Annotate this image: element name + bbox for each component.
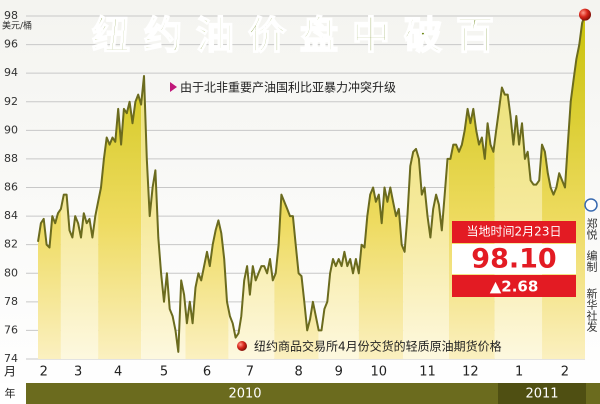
y-unit: 美元/桶 xyxy=(2,20,32,32)
chart-title: 纽约油价盘中破百 xyxy=(92,14,508,58)
year-bar xyxy=(0,383,600,404)
y-tick-label: 90 xyxy=(4,123,18,136)
x-tick-label: 5 xyxy=(160,365,168,380)
y-tick-label: 88 xyxy=(4,152,18,165)
y-tick-label: 82 xyxy=(4,238,18,251)
x-tick-label: 8 xyxy=(294,365,302,380)
callout-change: ▲2.68 xyxy=(490,278,539,296)
y-tick-label: 94 xyxy=(4,66,18,79)
y-tick-label: 98 xyxy=(4,9,18,22)
x-tick-label: 6 xyxy=(203,365,211,380)
year-axis-label-bg xyxy=(0,383,26,404)
x-tick-label: 9 xyxy=(335,365,343,380)
price-line xyxy=(37,14,586,353)
x-tick-label: 3 xyxy=(74,365,82,380)
year-label: 2010 xyxy=(228,387,261,402)
y-tick-label: 86 xyxy=(4,181,18,194)
legend-marker xyxy=(237,341,247,351)
y-tick-label: 76 xyxy=(4,323,18,336)
x-tick-label: 12 xyxy=(462,365,479,380)
annotation: 由于北非重要产油国利比亚暴力冲突升级 xyxy=(180,80,396,95)
y-tick-label: 74 xyxy=(4,352,18,365)
x-axis-label: 月 xyxy=(4,365,16,379)
year-bar-2011 xyxy=(498,383,586,404)
legend-label: 纽约商品交易所4月份交货的轻质原油期货价格 xyxy=(254,339,502,354)
year-axis-label: 年 xyxy=(5,386,16,400)
x-tick-label: 11 xyxy=(419,365,436,380)
y-tick-label: 80 xyxy=(4,266,18,279)
x-tick-label: 1 xyxy=(515,365,523,380)
callout-price-bg xyxy=(452,244,576,274)
y-tick-label: 84 xyxy=(4,209,18,222)
x-tick-label: 2 xyxy=(40,365,48,380)
callout-price: 98.10 xyxy=(471,244,556,275)
x-tick-label: 4 xyxy=(114,365,122,380)
last-point xyxy=(579,8,591,21)
year-label: 2011 xyxy=(525,387,558,402)
callout-change-bg xyxy=(452,275,576,297)
x-tick-label: 7 xyxy=(246,365,254,380)
credit-author: 郑悦 xyxy=(585,217,598,240)
callout-date-bg xyxy=(452,221,576,243)
credit-icon xyxy=(584,198,598,212)
x-tick-label: 10 xyxy=(371,365,388,380)
y-tick-label: 78 xyxy=(4,295,18,308)
x-tick-label: 2 xyxy=(561,365,569,380)
credit-agency: 新华社发 xyxy=(585,287,598,333)
y-tick-label: 92 xyxy=(4,95,18,108)
y-tick-label: 96 xyxy=(4,38,18,51)
credit-role: 编制 xyxy=(585,249,598,272)
callout-date: 当地时间2月23日 xyxy=(467,225,562,239)
annotation-marker xyxy=(170,82,177,92)
